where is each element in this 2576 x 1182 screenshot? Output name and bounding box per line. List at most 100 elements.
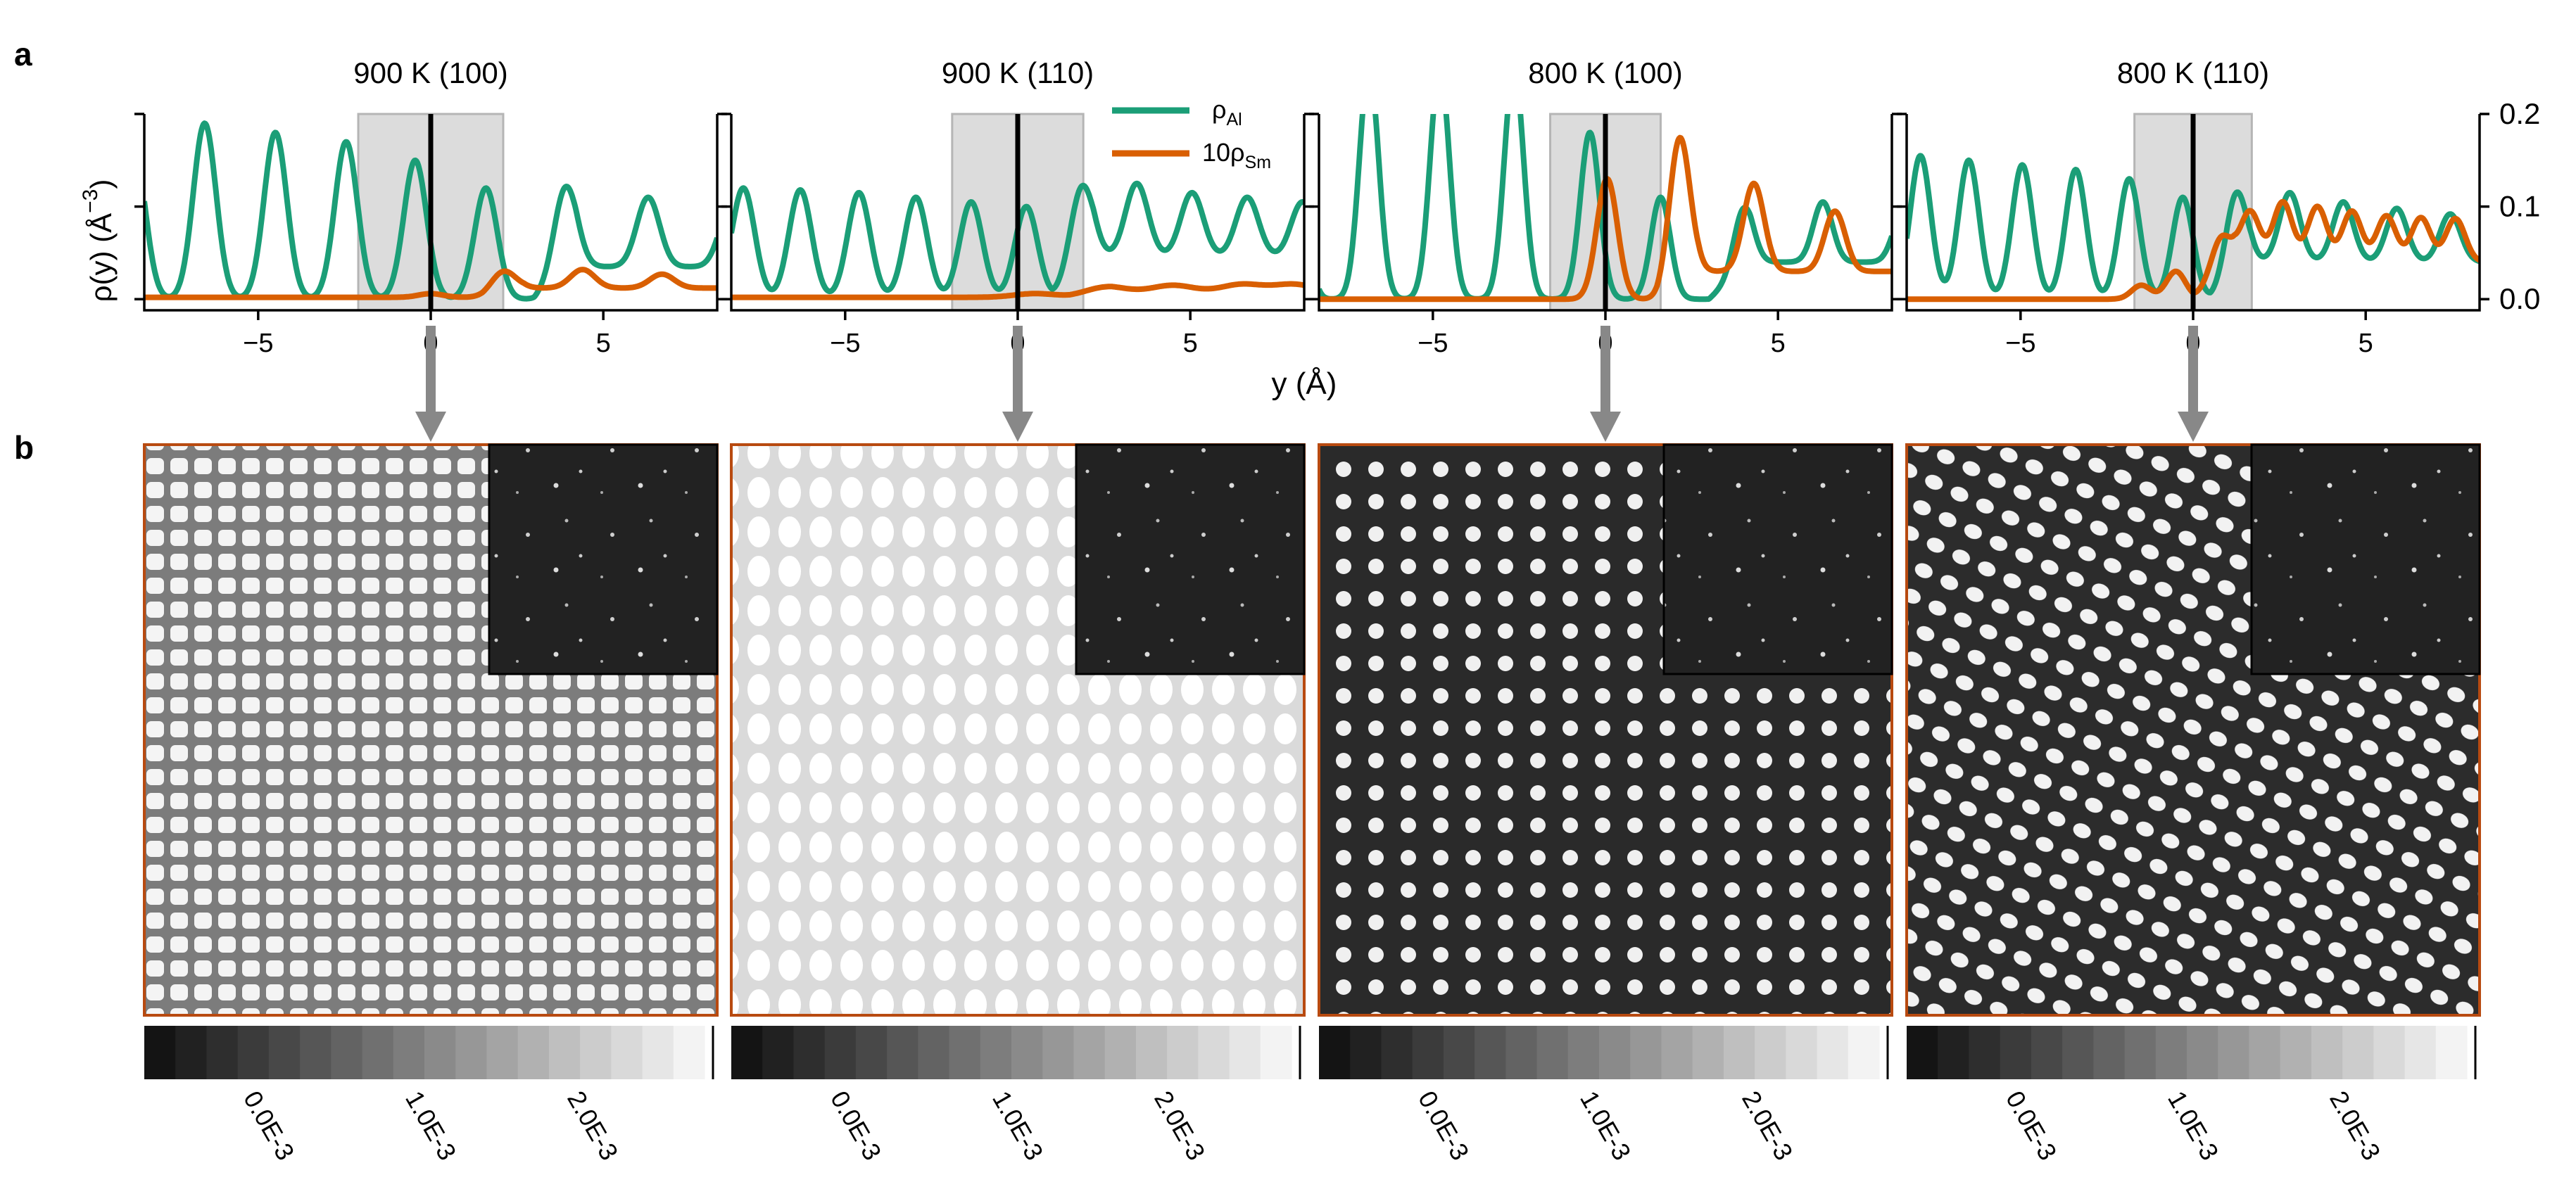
colorbar-step — [300, 1026, 332, 1079]
colorbar-tick-label: 2.0E-3 — [1736, 1086, 1799, 1165]
colorbar-step — [1319, 1026, 1351, 1079]
colorbar-step — [1567, 1026, 1600, 1079]
colorbar-tick-label: 2.0E-3 — [1149, 1086, 1211, 1165]
colorbar-step — [673, 1026, 705, 1079]
x-axis-label: y (Å) — [1272, 367, 1337, 401]
colorbar-step — [1786, 1026, 1818, 1079]
colorbar-tick-label: 0.0E-3 — [1413, 1086, 1475, 1165]
colorbar-step — [1723, 1026, 1755, 1079]
colorbar-step — [2062, 1026, 2094, 1079]
colorbar-step — [237, 1026, 270, 1079]
colorbar-step — [949, 1026, 981, 1079]
y-tick-label: 0.0 — [2499, 282, 2540, 315]
colorbar-tick-label: 0.0E-3 — [825, 1086, 888, 1165]
colorbar-3: 0.0E-3 1.0E-3 2.0E-3 — [1319, 1026, 1889, 1165]
colorbar-tick-label: 1.0E-3 — [987, 1086, 1049, 1165]
colorbar-step — [2280, 1026, 2312, 1079]
svg-text:ρ(y) (Å−3): ρ(y) (Å−3) — [79, 179, 118, 303]
colorbar-step — [2342, 1026, 2374, 1079]
colorbar-step — [362, 1026, 394, 1079]
arrow-head-4 — [2178, 412, 2209, 442]
colorbar-step — [887, 1026, 918, 1079]
x-tick-label: 5 — [1771, 329, 1786, 358]
x-tick-label: −5 — [2005, 329, 2035, 358]
colorbar-step — [642, 1026, 674, 1079]
colorbar-step — [1969, 1026, 2001, 1079]
panel-title-3: 800 K (100) — [1528, 56, 1682, 89]
colorbar-step — [1630, 1026, 1662, 1079]
colorbar-step — [855, 1026, 888, 1079]
colorbar-tick-label: 2.0E-3 — [562, 1086, 624, 1165]
colorbar-tick-label: 0.0E-3 — [238, 1086, 301, 1165]
y-axis-label-close: ) — [84, 179, 118, 189]
arrow-head-1 — [415, 412, 446, 442]
colorbar-step — [1817, 1026, 1849, 1079]
colorbar-step — [1755, 1026, 1786, 1079]
y-tick-label: 0.2 — [2499, 97, 2540, 130]
colorbar-step — [517, 1026, 550, 1079]
density-maps — [143, 443, 2481, 1017]
panel-label-a: a — [14, 36, 32, 72]
colorbar-step — [1938, 1026, 1970, 1079]
density-map-3-inset — [1662, 443, 1893, 675]
panel-title-1: 900 K (100) — [353, 56, 507, 89]
colorbar-step — [1350, 1026, 1382, 1079]
y-axis-label-main: ρ(y) (Å — [84, 213, 118, 303]
colorbar-step — [268, 1026, 301, 1079]
colorbar-step — [918, 1026, 950, 1079]
density-profile-plots: −505900 K (100)−505900 K (110)−505800 K … — [134, 56, 2489, 358]
colorbar-step — [1848, 1026, 1880, 1079]
colorbar-step — [393, 1026, 425, 1079]
colorbar-step — [1475, 1026, 1506, 1079]
colorbars: 0.0E-3 1.0E-3 2.0E-3 0.0E-3 1.0E-3 2.0E-3 0.0E… — [144, 1026, 2477, 1165]
colorbar-step — [1167, 1026, 1199, 1079]
legend-label-sm: 10ρSm — [1202, 138, 1271, 172]
colorbar-step — [611, 1026, 643, 1079]
legend-label-al: ρAl — [1212, 95, 1242, 129]
colorbar-step — [1412, 1026, 1444, 1079]
colorbar-2: 0.0E-3 1.0E-3 2.0E-3 — [731, 1026, 1301, 1165]
x-tick-label: −5 — [830, 329, 860, 358]
legend: ρAl 10ρSm — [1112, 95, 1271, 172]
colorbar-tick-label: 1.0E-3 — [2162, 1086, 2225, 1165]
colorbar-step — [2000, 1026, 2032, 1079]
plot-panel-1: −505900 K (100) — [134, 56, 727, 358]
colorbar-step — [1692, 1026, 1724, 1079]
y-axis-label: ρ(y) (Å−3) — [79, 179, 118, 303]
colorbar-step — [2249, 1026, 2281, 1079]
x-tick-label: 5 — [596, 329, 611, 358]
density-map-1-inset — [488, 443, 719, 675]
colorbar-step — [548, 1026, 581, 1079]
panel-label-b: b — [14, 429, 34, 466]
colorbar-step — [980, 1026, 1012, 1079]
colorbar-tick-label: 1.0E-3 — [1574, 1086, 1637, 1165]
colorbar-step — [2187, 1026, 2218, 1079]
density-map-4-inset — [2250, 443, 2481, 675]
colorbar-step — [1135, 1026, 1168, 1079]
colorbar-step — [2404, 1026, 2437, 1079]
arrow-head-3 — [1590, 412, 1621, 442]
colorbar-step — [206, 1026, 239, 1079]
y-tick-label: 0.1 — [2499, 190, 2540, 223]
x-tick-label: −5 — [243, 329, 273, 358]
colorbar-step — [1505, 1026, 1538, 1079]
colorbar-step — [486, 1026, 519, 1079]
y-axis-label-exponent: −3 — [79, 189, 102, 213]
x-tick-label: 5 — [1183, 329, 1198, 358]
colorbar-step — [1599, 1026, 1631, 1079]
colorbar-step — [2093, 1026, 2126, 1079]
colorbar-tick-label: 2.0E-3 — [2324, 1086, 2387, 1165]
arrow-head-2 — [1002, 412, 1033, 442]
colorbar-step — [144, 1026, 176, 1079]
colorbar-step — [1073, 1026, 1106, 1079]
colorbar-step — [1011, 1026, 1043, 1079]
colorbar-step — [1536, 1026, 1569, 1079]
colorbar-step — [2435, 1026, 2468, 1079]
colorbar-step — [1229, 1026, 1261, 1079]
panel-title-2: 900 K (110) — [942, 56, 1094, 89]
colorbar-4: 0.0E-3 1.0E-3 2.0E-3 — [1907, 1026, 2477, 1165]
colorbar-step — [175, 1026, 208, 1079]
colorbar-step — [2218, 1026, 2250, 1079]
colorbar-step — [1198, 1026, 1230, 1079]
colorbar-step — [824, 1026, 857, 1079]
